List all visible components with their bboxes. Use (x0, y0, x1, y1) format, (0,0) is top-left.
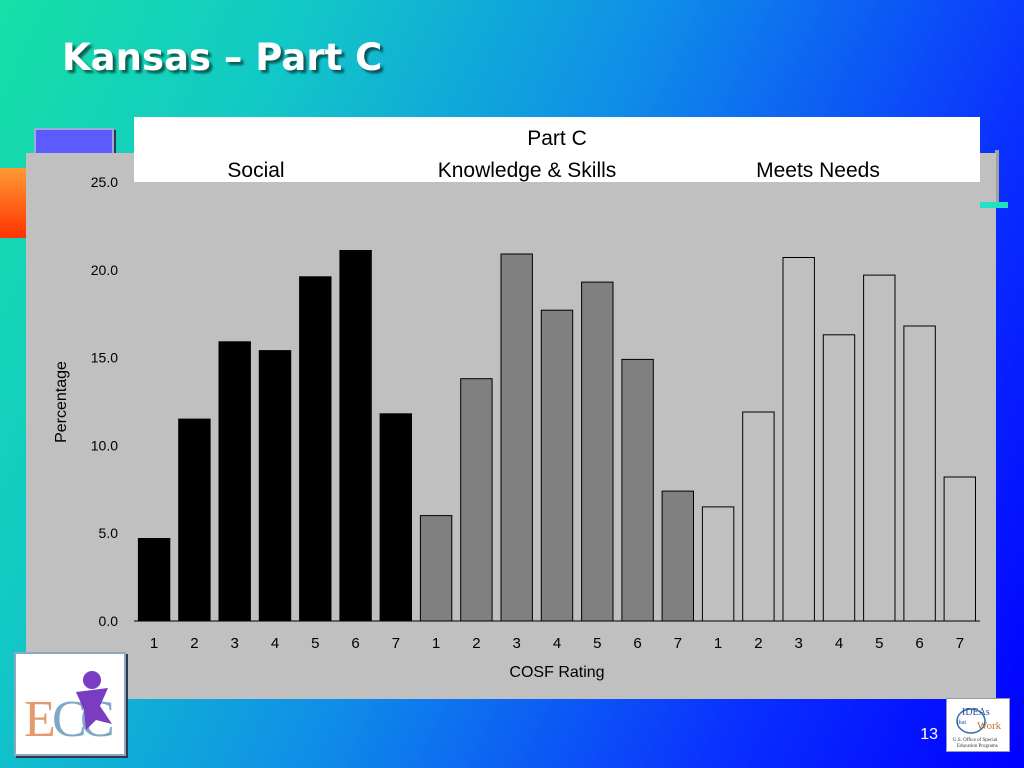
y-tick-label: 20.0 (91, 262, 118, 278)
y-axis-label: Percentage (53, 361, 70, 443)
bar-group1-rating5 (299, 276, 332, 622)
svg-text:that: that (957, 720, 966, 726)
bar-group3-rating1 (701, 506, 735, 622)
x-tick-label: 7 (392, 635, 400, 652)
group-label: Meets Needs (756, 159, 880, 182)
page-number: 13 (920, 726, 938, 743)
x-tick-label: 2 (754, 635, 762, 652)
decorative-teal-line (980, 202, 1008, 208)
x-tick-label: 1 (714, 635, 722, 652)
svg-text:Work: Work (977, 720, 1002, 732)
x-tick-label: 2 (472, 635, 480, 652)
bar-group1-rating1 (137, 538, 171, 622)
bar-group2-rating1 (419, 515, 453, 622)
x-tick-label: 4 (553, 635, 561, 652)
x-tick-label: 3 (231, 635, 239, 652)
x-axis-label: COSF Rating (509, 664, 604, 681)
x-tick-label: 1 (150, 635, 158, 652)
x-tick-label: 2 (190, 635, 198, 652)
x-tick-label: 5 (593, 635, 601, 652)
bar-group1-rating3 (218, 341, 251, 622)
x-tick-label: 4 (271, 635, 279, 652)
bar-group2-rating2 (460, 378, 493, 622)
bar-group3-rating2 (742, 411, 775, 622)
ideas-that-work-logo: IDEAs that Work U.S. Office of Special E… (946, 698, 1010, 752)
bar-group3-rating6 (903, 325, 936, 622)
ecc-logo: E C C (14, 652, 126, 756)
bar-group1-rating2 (178, 418, 211, 622)
x-tick-label: 6 (633, 635, 641, 652)
svg-text:E: E (24, 691, 56, 748)
y-tick-label: 25.0 (91, 174, 118, 190)
x-tick-label: 5 (311, 635, 319, 652)
ideas-logo-graphic: IDEAs that Work U.S. Office of Special E… (953, 707, 1002, 749)
ecc-logo-graphic: E C C (16, 654, 124, 754)
x-tick-label: 5 (875, 635, 883, 652)
svg-text:U.S. Office of Special: U.S. Office of Special (953, 738, 998, 743)
x-tick-label: 7 (674, 635, 682, 652)
y-tick-label: 15.0 (91, 350, 118, 366)
x-tick-label: 6 (351, 635, 359, 652)
bar-group1-rating6 (339, 250, 372, 622)
bar-group3-rating5 (863, 274, 896, 622)
slide-title: Kansas – Part C (62, 36, 383, 79)
chart-header-box (134, 117, 980, 189)
group-label: Knowledge & Skills (438, 159, 617, 182)
x-tick-label: 4 (835, 635, 843, 652)
group-label: Social (227, 159, 284, 182)
bar-group3-rating7 (943, 476, 976, 622)
x-tick-label: 1 (432, 635, 440, 652)
bar-group3-rating3 (782, 257, 815, 622)
bar-group2-rating3 (500, 253, 533, 622)
bar-group2-rating6 (621, 358, 654, 622)
bar-group2-rating4 (540, 309, 574, 622)
bar-group2-rating5 (581, 281, 614, 622)
y-tick-label: 0.0 (99, 613, 119, 629)
bar-group3-rating4 (822, 334, 856, 622)
chart-title: Part C (527, 127, 587, 150)
svg-text:IDEAs: IDEAs (962, 707, 990, 718)
y-tick-label: 5.0 (99, 525, 119, 541)
decorative-gray-strip (995, 150, 999, 202)
x-tick-label: 3 (795, 635, 803, 652)
y-tick-label: 10.0 (91, 437, 118, 453)
svg-text:Education Programs: Education Programs (957, 744, 998, 749)
bar-group1-rating4 (258, 350, 292, 622)
bar-group2-rating7 (661, 490, 694, 622)
x-tick-label: 6 (915, 635, 923, 652)
x-tick-label: 3 (513, 635, 521, 652)
bar-group1-rating7 (379, 413, 413, 622)
decorative-orange-block (0, 168, 30, 238)
x-tick-label: 7 (956, 635, 964, 652)
